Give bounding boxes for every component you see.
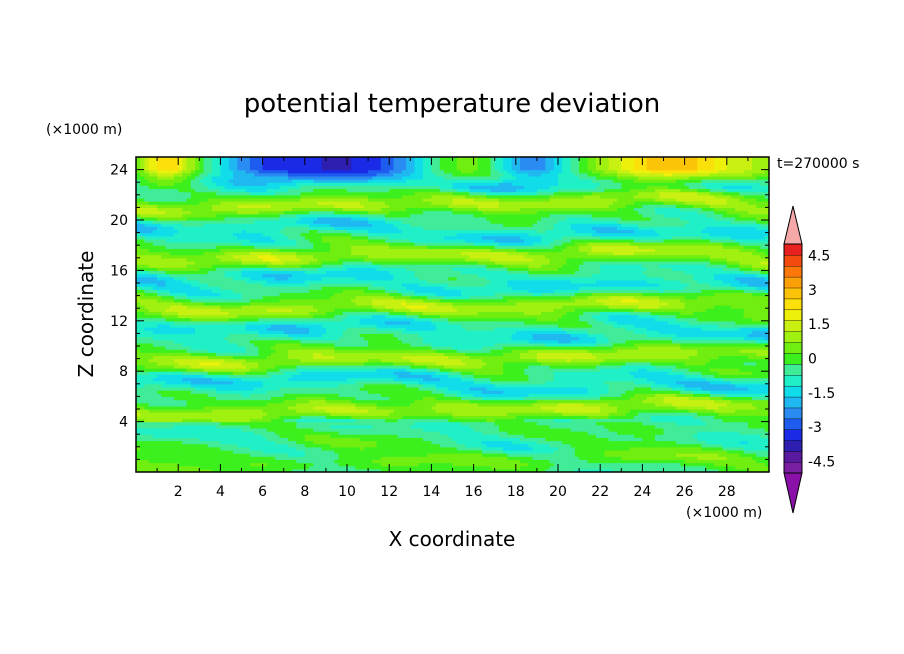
chart-title: potential temperature deviation bbox=[244, 89, 660, 119]
time-label: t=270000 s bbox=[777, 156, 859, 172]
y-unit-label: (×1000 m) bbox=[46, 122, 122, 138]
heatmap-field bbox=[136, 157, 770, 473]
